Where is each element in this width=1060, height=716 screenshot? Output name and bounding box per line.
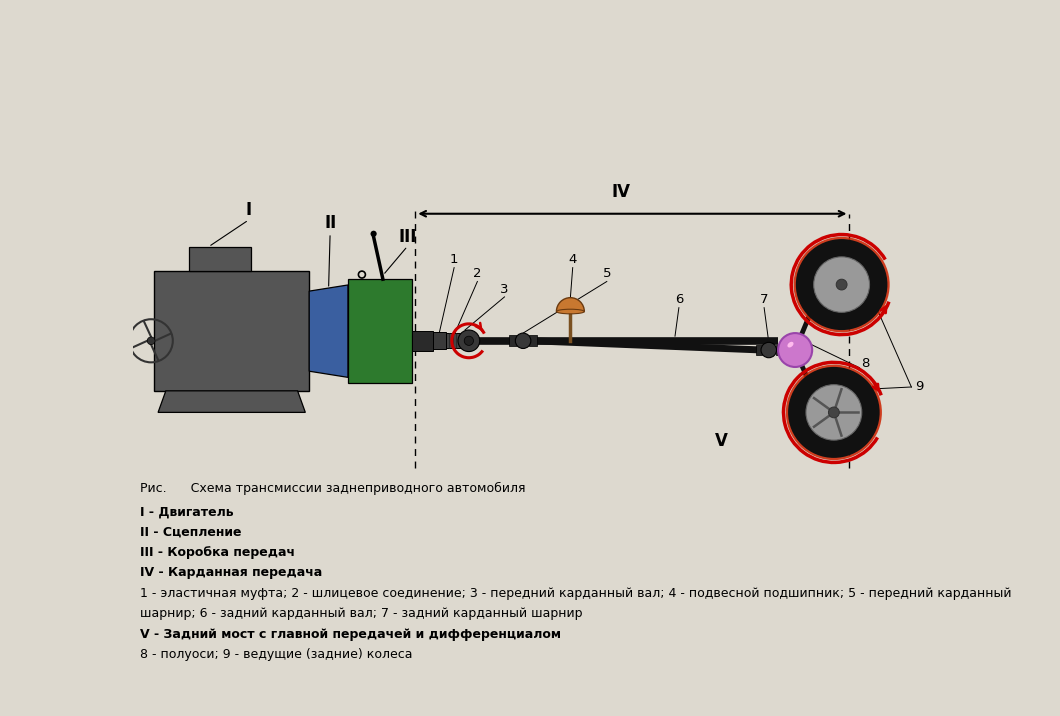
Text: 6: 6 [674, 294, 683, 306]
Circle shape [836, 279, 847, 290]
Ellipse shape [556, 309, 584, 314]
Circle shape [829, 407, 840, 418]
Circle shape [785, 364, 882, 460]
Text: 7: 7 [760, 294, 768, 306]
Text: шарнир; 6 - задний карданный вал; 7 - задний карданный шарнир: шарнир; 6 - задний карданный вал; 7 - за… [140, 607, 583, 620]
Circle shape [794, 237, 889, 332]
Circle shape [789, 368, 879, 457]
Text: IV - Карданная передача: IV - Карданная передача [140, 566, 322, 579]
Bar [756, 344, 762, 355]
Circle shape [458, 330, 480, 352]
Ellipse shape [788, 342, 794, 347]
Polygon shape [158, 391, 305, 412]
Text: 1: 1 [449, 253, 458, 266]
Text: V - Задний мост с главной передачей и дифференциалом: V - Задний мост с главной передачей и ди… [140, 628, 561, 641]
Text: Рис.      Схема трансмиссии заднеприводного автомобиля: Рис. Схема трансмиссии заднеприводного а… [140, 482, 526, 495]
Text: 1 - эластичная муфта; 2 - шлицевое соединение; 3 - передний карданный вал; 4 - п: 1 - эластичная муфта; 2 - шлицевое соеди… [140, 587, 1011, 600]
Text: V: V [716, 432, 728, 450]
Text: 3: 3 [500, 283, 509, 296]
Text: 8 - полуоси; 9 - ведущие (задние) колеса: 8 - полуоси; 9 - ведущие (задние) колеса [140, 648, 412, 661]
Bar [445, 333, 465, 349]
Circle shape [515, 333, 531, 349]
Bar [434, 332, 445, 349]
Polygon shape [189, 247, 251, 271]
Text: I - Двигатель: I - Двигатель [140, 505, 234, 518]
Text: 5: 5 [602, 267, 611, 280]
Text: 2: 2 [473, 267, 481, 280]
Bar [529, 335, 537, 346]
Circle shape [761, 342, 777, 358]
Bar [776, 344, 782, 355]
Circle shape [778, 333, 812, 367]
Text: III: III [399, 228, 417, 246]
Circle shape [371, 231, 376, 237]
Polygon shape [154, 271, 310, 391]
Bar [411, 331, 434, 351]
Text: IV: IV [612, 183, 631, 201]
Text: 4: 4 [568, 253, 577, 266]
Polygon shape [348, 279, 411, 383]
Bar [509, 335, 517, 346]
Text: II - Сцепление: II - Сцепление [140, 526, 242, 538]
Circle shape [814, 257, 869, 312]
Polygon shape [310, 285, 348, 377]
Circle shape [806, 384, 862, 440]
Text: 9: 9 [915, 380, 923, 394]
Wedge shape [556, 298, 584, 311]
Text: 8: 8 [861, 357, 869, 370]
Circle shape [464, 337, 474, 345]
Text: II: II [324, 214, 336, 232]
Text: I: I [246, 201, 252, 219]
Circle shape [147, 337, 155, 344]
Text: III - Коробка передач: III - Коробка передач [140, 546, 296, 559]
Circle shape [797, 240, 886, 329]
